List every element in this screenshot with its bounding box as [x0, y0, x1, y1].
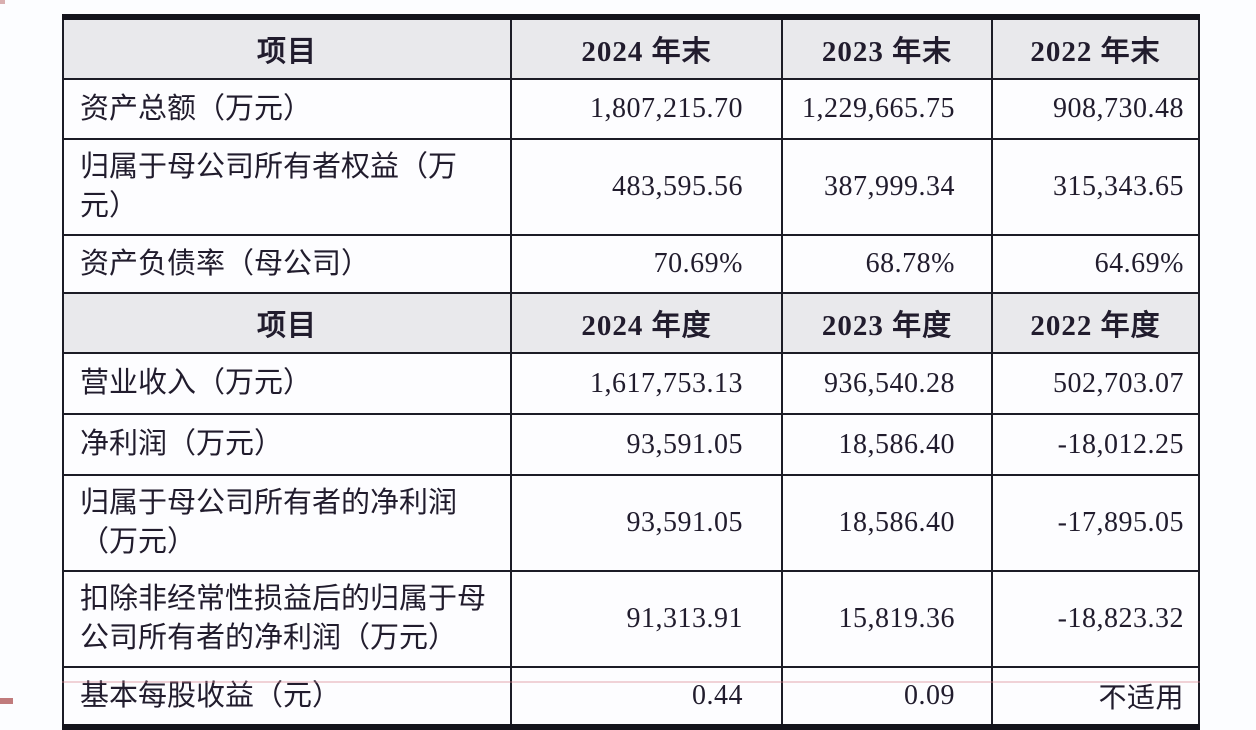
row-label: 扣除非经常性损益后的归属于母公司所有者的净利润（万元） [62, 570, 512, 668]
cell-value: 不适用 [991, 666, 1200, 730]
cell-value: 1,617,753.13 [510, 352, 783, 415]
page: { "page": { "background": "#fcfdff", "ac… [0, 0, 1200, 730]
cell-value: 15,819.36 [781, 570, 993, 668]
red-hairline-artifact [62, 681, 1200, 683]
financial-table: 项目 2024 年末 2023 年末 2022 年末 资产总额（万元） 1,80… [62, 14, 1200, 730]
cell-value: 315,343.65 [991, 138, 1200, 236]
financial-summary-table: 项目 2024 年末 2023 年末 2022 年末 资产总额（万元） 1,80… [62, 14, 1200, 730]
table-row-deducted-net-profit: 扣除非经常性损益后的归属于母公司所有者的净利润（万元） 91,313.91 15… [62, 570, 1200, 668]
red-border-artifact-bottom [0, 698, 13, 704]
row-label: 归属于母公司所有者权益（万元） [62, 138, 512, 236]
row-label: 资产负债率（母公司） [62, 234, 512, 294]
column-header-2024-annual: 2024 年度 [510, 292, 783, 354]
cell-value: 70.69% [510, 234, 783, 294]
cell-value: 91,313.91 [510, 570, 783, 668]
cell-value: 68.78% [781, 234, 993, 294]
cell-value: 1,807,215.70 [510, 78, 783, 140]
cell-value: 93,591.05 [510, 474, 783, 572]
cell-value: -18,012.25 [991, 413, 1200, 476]
cell-value: 0.09 [781, 666, 993, 730]
table-header-row-annual: 项目 2024 年度 2023 年度 2022 年度 [62, 292, 1200, 354]
row-label: 基本每股收益（元） [62, 666, 512, 730]
cell-value: -18,823.32 [991, 570, 1200, 668]
cell-value: 18,586.40 [781, 474, 993, 572]
cell-value: 936,540.28 [781, 352, 993, 415]
cell-value: 93,591.05 [510, 413, 783, 476]
table-row-total-assets: 资产总额（万元） 1,807,215.70 1,229,665.75 908,7… [62, 78, 1200, 140]
table-row-net-profit: 净利润（万元） 93,591.05 18,586.40 -18,012.25 [62, 413, 1200, 476]
row-label: 营业收入（万元） [62, 352, 512, 415]
table-row-parent-net-profit: 归属于母公司所有者的净利润（万元） 93,591.05 18,586.40 -1… [62, 474, 1200, 572]
cell-value: 1,229,665.75 [781, 78, 993, 140]
cell-value: 0.44 [510, 666, 783, 730]
cell-value: 908,730.48 [991, 78, 1200, 140]
table-row-parent-equity: 归属于母公司所有者权益（万元） 483,595.56 387,999.34 31… [62, 138, 1200, 236]
cell-value: 64.69% [991, 234, 1200, 294]
cell-value: -17,895.05 [991, 474, 1200, 572]
table-row-debt-ratio: 资产负债率（母公司） 70.69% 68.78% 64.69% [62, 234, 1200, 294]
column-header-2022-annual: 2022 年度 [991, 292, 1200, 354]
row-label: 归属于母公司所有者的净利润（万元） [62, 474, 512, 572]
row-label: 资产总额（万元） [62, 78, 512, 140]
column-header-item: 项目 [62, 292, 512, 354]
red-border-artifact-top [0, 0, 5, 4]
cell-value: 18,586.40 [781, 413, 993, 476]
table-row-revenue: 营业收入（万元） 1,617,753.13 936,540.28 502,703… [62, 352, 1200, 415]
column-header-2023-annual: 2023 年度 [781, 292, 993, 354]
cell-value: 387,999.34 [781, 138, 993, 236]
cell-value: 483,595.56 [510, 138, 783, 236]
column-header-2024-yearend: 2024 年末 [510, 14, 783, 80]
table-header-row-yearend: 项目 2024 年末 2023 年末 2022 年末 [62, 14, 1200, 80]
column-header-item: 项目 [62, 14, 512, 80]
column-header-2023-yearend: 2023 年末 [781, 14, 993, 80]
row-label: 净利润（万元） [62, 413, 512, 476]
column-header-2022-yearend: 2022 年末 [991, 14, 1200, 80]
table-row-basic-eps: 基本每股收益（元） 0.44 0.09 不适用 [62, 666, 1200, 730]
cell-value: 502,703.07 [991, 352, 1200, 415]
